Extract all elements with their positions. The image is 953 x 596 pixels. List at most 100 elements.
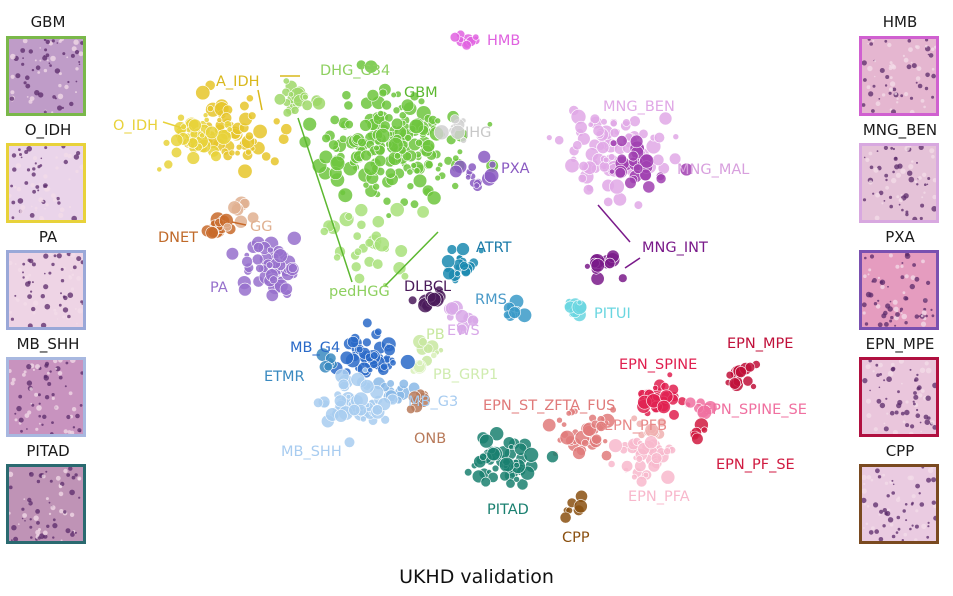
- point-epn-mpe: [742, 375, 754, 387]
- point-pa: [279, 282, 293, 296]
- point-hmb: [461, 40, 472, 51]
- cluster-epn-pf-se: [689, 417, 709, 445]
- point-epn-spine-se: [684, 396, 697, 409]
- point-mb-shh: [337, 378, 350, 391]
- cluster-mb-g4: [329, 317, 416, 379]
- cluster-pitad: [464, 426, 559, 491]
- cluster-rms: [503, 294, 532, 323]
- point-mng-mal: [624, 176, 637, 189]
- point-a-idh: [280, 123, 293, 136]
- point-mng-ben: [600, 118, 608, 126]
- point-mng-ben: [564, 158, 580, 174]
- point-gbm: [434, 174, 441, 182]
- histology-texture: [862, 360, 936, 434]
- histology-texture: [9, 467, 83, 541]
- point-pedhgg: [344, 212, 353, 221]
- point-o-idh: [199, 132, 206, 139]
- point-dlbcl: [426, 292, 442, 307]
- label-mb-shh: MB_SHH: [281, 444, 342, 460]
- thumb-right-hmb: [859, 36, 939, 116]
- point-ews: [455, 309, 470, 324]
- point-rms: [508, 306, 521, 319]
- point-gbm: [408, 118, 425, 135]
- point-gbm: [393, 152, 402, 160]
- point-a-idh: [228, 149, 236, 157]
- point-mng-mal: [629, 134, 644, 149]
- point-epn-st-zfta-fus: [542, 418, 557, 433]
- label-a-idh: A_IDH: [216, 74, 260, 90]
- point-a-idh: [239, 100, 250, 112]
- thumb-left-o-idh: [6, 143, 86, 223]
- point-gbm: [318, 149, 334, 165]
- point-pedhgg: [356, 219, 367, 230]
- point-mb-g4: [389, 359, 397, 367]
- point-gbm: [400, 98, 415, 113]
- point-pitad: [513, 475, 520, 483]
- point-gbm: [378, 88, 388, 98]
- point-epn-st-zfta-fus: [565, 410, 572, 417]
- point-pitad: [546, 450, 559, 464]
- leader-line: [624, 257, 641, 269]
- point-mb-shh: [359, 379, 375, 394]
- point-gbm: [390, 91, 397, 99]
- point-mng-mal: [655, 173, 667, 184]
- point-mng-mal: [615, 135, 628, 147]
- point-o-idh: [226, 126, 233, 133]
- point-gbm: [424, 160, 434, 170]
- point-mng-ben: [554, 135, 565, 146]
- point-pedhgg: [353, 272, 365, 284]
- thumb-left-gbm: [6, 36, 86, 116]
- thumb-left-title-gbm: GBM: [30, 13, 66, 31]
- point-gbm: [421, 139, 436, 153]
- point-gbm: [372, 182, 380, 191]
- thumb-right-cpp: [859, 464, 939, 544]
- point-epn-pfb: [656, 417, 667, 428]
- point-pa: [241, 255, 253, 268]
- point-ews: [467, 314, 479, 327]
- point-pedhgg: [389, 202, 405, 218]
- cluster-dhg-g34: [273, 77, 326, 118]
- point-epn-mpe: [725, 370, 735, 380]
- point-etmr: [323, 361, 333, 372]
- point-pedhgg: [354, 203, 369, 217]
- point-pa: [251, 253, 264, 266]
- point-pedhgg: [371, 215, 385, 229]
- point-mng-ben: [622, 118, 631, 127]
- thumb-left-title-o-idh: O_IDH: [24, 121, 72, 139]
- point-epn-st-zfta-fus: [609, 406, 617, 414]
- point-pitad: [489, 426, 505, 442]
- point-pitad: [523, 447, 539, 463]
- point-pa: [287, 263, 298, 273]
- point-epn-spine: [666, 371, 673, 378]
- point-gbm: [328, 139, 339, 151]
- label-atrt: ATRT: [476, 240, 512, 256]
- point-pitad: [499, 470, 511, 482]
- point-gbm: [434, 117, 442, 125]
- point-pa: [286, 231, 302, 246]
- cluster-cpp: [559, 489, 588, 524]
- point-o-idh: [180, 123, 187, 130]
- point-pitui: [576, 299, 583, 306]
- cluster-atrt: [441, 242, 485, 284]
- point-mng-ben: [672, 133, 680, 140]
- thumb-right-epn-mpe: [859, 357, 939, 437]
- point-o-idh: [156, 166, 163, 173]
- point-gbm: [341, 90, 352, 101]
- point-gbm: [409, 91, 420, 102]
- point-gbm: [456, 148, 464, 155]
- point-mb-g4: [370, 351, 379, 360]
- point-epn-st-zfta-fus: [556, 416, 563, 424]
- cluster-epn-spine-se: [684, 396, 718, 421]
- point-epn-pfa: [635, 455, 643, 463]
- point-a-idh: [270, 156, 280, 167]
- point-pitad: [498, 456, 515, 473]
- point-a-idh: [272, 117, 281, 126]
- point-o-idh: [177, 113, 185, 122]
- point-pedhgg: [400, 272, 410, 281]
- point-mb-shh: [380, 415, 390, 425]
- point-mb-g3: [398, 378, 409, 389]
- point-gbm: [337, 187, 353, 203]
- point-o-idh: [210, 150, 222, 162]
- point-gbm: [412, 173, 428, 188]
